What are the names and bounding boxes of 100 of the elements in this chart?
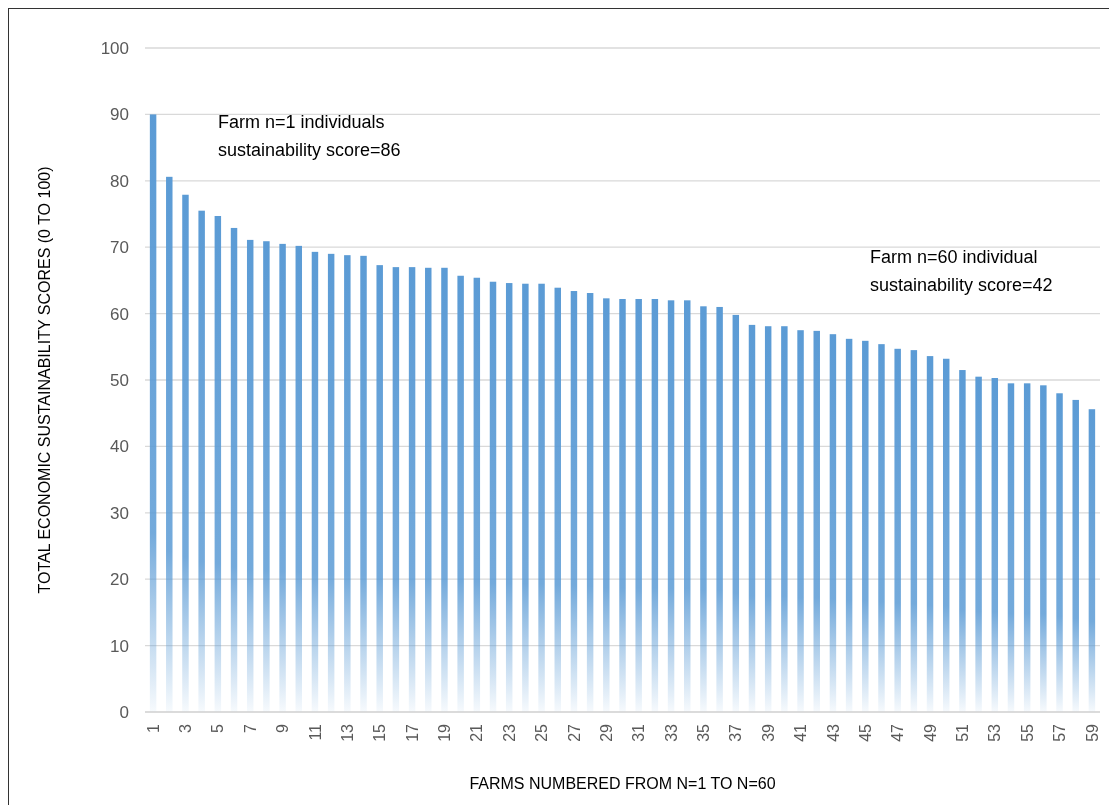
bar xyxy=(392,267,400,712)
x-tick-label: 9 xyxy=(274,723,292,733)
bar xyxy=(295,245,303,712)
x-tick-label: 19 xyxy=(436,723,454,742)
bar xyxy=(489,281,497,712)
bar xyxy=(975,376,982,712)
x-tick-label: 33 xyxy=(662,723,680,742)
x-tick-label: 3 xyxy=(177,723,195,733)
bar xyxy=(797,330,804,712)
bar xyxy=(942,358,950,712)
bar xyxy=(781,326,788,712)
bar xyxy=(700,306,707,712)
bar xyxy=(813,330,820,712)
x-tick-label: 27 xyxy=(565,723,583,742)
y-tick-label: 70 xyxy=(110,238,129,258)
y-tick-label: 50 xyxy=(110,370,129,390)
annotation: Farm n=1 individuals sustainability score=86 xyxy=(218,112,401,160)
bar xyxy=(166,176,173,712)
bar xyxy=(991,378,999,712)
bar xyxy=(619,298,626,712)
x-tick-label: 23 xyxy=(500,723,518,742)
annotation: Farm n=60 individual sustainability score=42 xyxy=(870,247,1053,295)
bar xyxy=(311,251,319,712)
x-tick-label: 37 xyxy=(727,723,745,742)
x-tick-label: 1 xyxy=(144,723,162,733)
x-tick-label: 29 xyxy=(597,723,615,742)
bar xyxy=(327,253,335,712)
bar xyxy=(408,267,416,712)
x-tick-label: 43 xyxy=(824,723,842,742)
bar xyxy=(603,298,610,712)
y-tick-label: 0 xyxy=(119,702,129,722)
x-axis-title: FARMS NUMBERED FROM N=1 TO N=60 xyxy=(469,775,776,792)
bar xyxy=(425,267,432,712)
x-tick-label: 7 xyxy=(241,723,259,733)
bar xyxy=(441,267,448,712)
bar xyxy=(522,283,529,712)
bar xyxy=(1088,409,1096,712)
x-tick-label: 39 xyxy=(759,723,777,742)
bar xyxy=(182,194,189,712)
bar xyxy=(732,314,740,712)
bar xyxy=(667,300,675,712)
x-tick-label: 45 xyxy=(856,723,874,742)
y-tick-label: 60 xyxy=(110,304,129,324)
bar xyxy=(586,293,594,712)
bar xyxy=(1007,383,1015,712)
bar xyxy=(570,291,578,712)
bar xyxy=(473,277,481,712)
bar xyxy=(505,283,513,712)
bar xyxy=(538,283,545,712)
x-tick-label: 31 xyxy=(630,723,648,742)
x-tick-label: 55 xyxy=(1018,723,1036,742)
bar xyxy=(635,298,642,712)
bar xyxy=(1023,383,1031,712)
bar xyxy=(376,265,383,712)
bar xyxy=(910,350,918,712)
bar xyxy=(230,227,238,712)
bar xyxy=(457,275,464,712)
bar xyxy=(845,338,853,712)
y-tick-label: 40 xyxy=(110,437,129,457)
bar xyxy=(198,210,205,712)
bar xyxy=(651,298,659,712)
x-tick-label: 17 xyxy=(403,723,421,742)
bar xyxy=(1040,385,1047,712)
bar xyxy=(1072,399,1079,712)
x-tick-label: 41 xyxy=(792,723,810,742)
y-tick-label: 80 xyxy=(110,171,129,191)
bar xyxy=(926,356,934,712)
x-tick-label: 15 xyxy=(371,723,389,742)
y-tick-label: 10 xyxy=(110,636,129,656)
bar xyxy=(279,243,286,712)
x-tick-label: 21 xyxy=(468,723,486,742)
bar xyxy=(716,306,723,712)
bar xyxy=(344,255,351,712)
x-tick-label: 49 xyxy=(921,723,939,742)
bar xyxy=(214,215,222,712)
bar xyxy=(829,334,837,712)
x-tick-label: 5 xyxy=(209,723,227,733)
x-tick-label: 35 xyxy=(695,723,713,742)
x-tick-label: 47 xyxy=(889,723,907,742)
bar xyxy=(149,114,157,712)
y-tick-label: 30 xyxy=(110,503,129,523)
x-tick-label: 57 xyxy=(1051,723,1069,742)
x-tick-label: 51 xyxy=(954,723,972,742)
bar xyxy=(878,344,885,712)
bar xyxy=(246,239,254,712)
bar xyxy=(554,287,561,712)
bar xyxy=(894,348,901,712)
x-tick-label: 11 xyxy=(306,723,324,741)
x-tick-label: 25 xyxy=(533,723,551,742)
bar xyxy=(1056,393,1063,712)
y-tick-label: 90 xyxy=(110,105,129,125)
bar xyxy=(263,241,270,712)
y-tick-label: 100 xyxy=(100,38,129,58)
x-tick-label: 13 xyxy=(338,723,356,742)
bar xyxy=(684,300,691,712)
bar xyxy=(360,255,367,712)
x-tick-label: 53 xyxy=(986,723,1004,742)
bar xyxy=(748,324,756,712)
bar xyxy=(764,326,772,712)
y-tick-label: 20 xyxy=(110,570,129,590)
